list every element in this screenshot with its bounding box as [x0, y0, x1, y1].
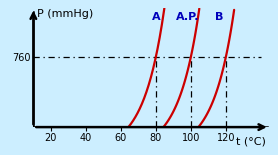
Text: A: A — [152, 12, 160, 22]
Text: B: B — [215, 12, 223, 22]
Text: t (°C): t (°C) — [236, 137, 266, 146]
Text: P (mmHg): P (mmHg) — [37, 9, 93, 19]
Text: A.P.: A.P. — [176, 12, 199, 22]
